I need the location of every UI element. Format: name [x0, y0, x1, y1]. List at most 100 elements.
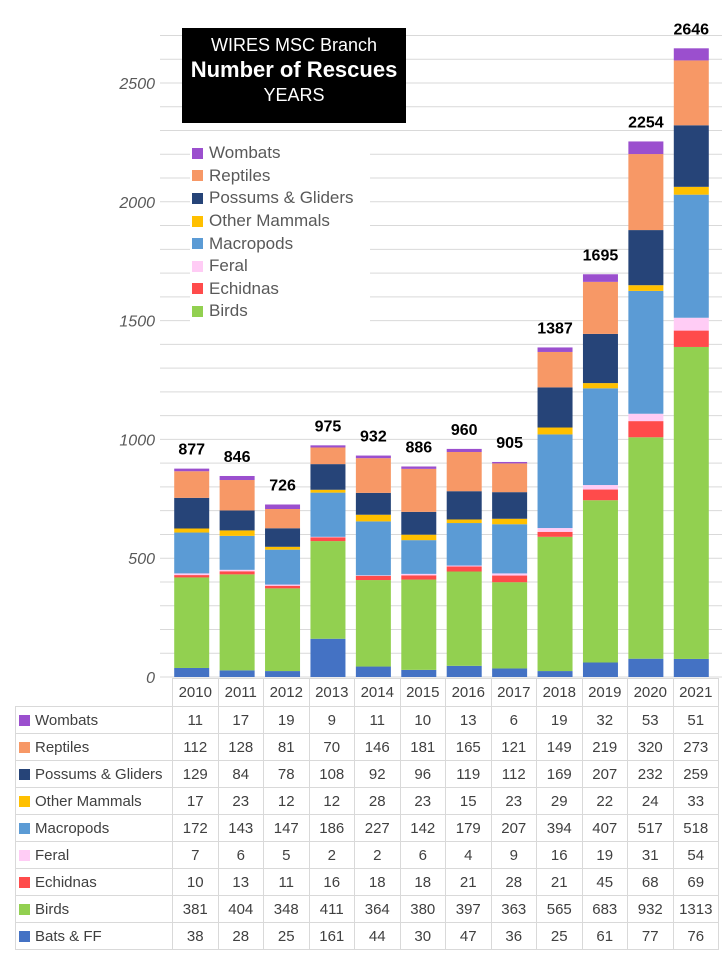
bar-segment-other-mammals-2016: [446, 519, 482, 524]
y-tick-label: 2000: [118, 195, 155, 212]
legend-label: Other Mammals: [209, 211, 330, 231]
legend-swatch: [192, 305, 203, 317]
bars: [174, 48, 709, 677]
bar-segment-wombats-2014: [355, 455, 391, 459]
bar-segment-macropods-2017: [492, 524, 528, 574]
bar-segment-feral-2018: [537, 528, 573, 532]
bar-segment-birds-2011: [219, 574, 255, 671]
bar-segment-possums-gliders-2017: [492, 492, 528, 519]
bar-segment-echidnas-2016: [446, 566, 482, 572]
bar-segment-other-mammals-2018: [537, 427, 573, 435]
bar-segment-reptiles-2017: [492, 463, 528, 493]
bar-segment-reptiles-2020: [628, 154, 664, 231]
x-axis-title: YEARS: [263, 85, 325, 105]
bar-segment-echidnas-2015: [401, 575, 437, 580]
table-cell: 38: [172, 922, 219, 950]
table-cell: 33: [672, 787, 719, 815]
table-cell: 4: [445, 841, 492, 869]
legend-item: Wombats: [192, 142, 370, 165]
bar-segment-possums-gliders-2013: [310, 464, 346, 490]
table-cell: 69: [672, 868, 719, 896]
bar-segment-macropods-2019: [582, 388, 618, 486]
bar-segment-macropods-2015: [401, 540, 437, 574]
legend-label: Macropods: [209, 233, 294, 253]
table-cell: 11: [354, 706, 401, 734]
bar-segment-echidnas-2018: [537, 531, 573, 537]
table-cell: 1313: [672, 895, 719, 923]
table-cell: 404: [217, 895, 264, 923]
bar-segment-birds-2019: [582, 500, 618, 663]
legend-label: Feral: [209, 256, 248, 276]
bar-segment-bats-ff-2021: [673, 658, 709, 677]
legend-label: Echidnas: [209, 278, 279, 298]
table-cell: 165: [445, 733, 492, 761]
table-cell: 36: [490, 922, 537, 950]
table-cell: 397: [445, 895, 492, 923]
row-swatch: [19, 849, 30, 861]
x-tick-label: 2018: [536, 678, 583, 707]
table-cell: 364: [354, 895, 401, 923]
bar-segment-echidnas-2013: [310, 537, 346, 542]
bar-segment-bats-ff-2016: [446, 665, 482, 677]
total-label-2019: 1695: [583, 247, 619, 264]
table-cell: 17: [217, 706, 264, 734]
table-cell: 15: [445, 787, 492, 815]
x-tick-label: 2014: [354, 678, 401, 707]
legend-item: Possums & Gliders: [192, 187, 370, 210]
total-label-2013: 975: [315, 418, 342, 435]
table-cell: 76: [672, 922, 719, 950]
bar-segment-birds-2014: [355, 580, 391, 667]
bar-segment-wombats-2013: [310, 445, 346, 448]
bar-segment-wombats-2015: [401, 466, 437, 469]
bar-segment-macropods-2016: [446, 523, 482, 566]
table-cell: 61: [581, 922, 628, 950]
row-label: Possums & Gliders: [15, 760, 173, 788]
bar-segment-bats-ff-2015: [401, 669, 437, 677]
x-tick-label: 2015: [399, 678, 446, 707]
row-swatch: [19, 876, 30, 888]
bar-segment-bats-ff-2012: [265, 671, 301, 677]
legend-item: Macropods: [192, 232, 370, 255]
table-row: Other Mammals 17 23 12 12 28 23 15 23 29 22 24 33: [15, 787, 719, 815]
bar-segment-reptiles-2019: [582, 281, 618, 334]
table-cell: 2: [308, 841, 355, 869]
table-cell: 30: [399, 922, 446, 950]
legend-label: Wombats: [209, 143, 281, 163]
bar-segment-other-mammals-2010: [174, 528, 210, 533]
bar-segment-other-mammals-2013: [310, 489, 346, 493]
bar-segment-reptiles-2015: [401, 468, 437, 512]
y-tick-label: 500: [128, 551, 155, 568]
table-cell: 207: [581, 760, 628, 788]
y-tick-label: 1500: [119, 314, 155, 331]
table-cell: 112: [172, 733, 219, 761]
chart-subtitle: Number of Rescues: [190, 57, 398, 82]
bar-segment-wombats-2012: [265, 504, 301, 510]
table-cell: 16: [536, 841, 583, 869]
bar-segment-reptiles-2021: [673, 60, 709, 126]
table-cell: 932: [627, 895, 674, 923]
table-cell: 21: [445, 868, 492, 896]
x-tick-label: 2010: [172, 678, 219, 707]
bar-segment-possums-gliders-2016: [446, 491, 482, 520]
bar-segment-echidnas-2019: [582, 489, 618, 501]
legend-swatch: [192, 192, 203, 204]
bar-segment-feral-2016: [446, 565, 482, 567]
data-table: 2010 2011 2012 2013 2014 2015 2016 2017 2018 2019…: [15, 678, 719, 950]
table-cell: 179: [445, 814, 492, 842]
total-label-2017: 905: [496, 435, 523, 452]
bar-segment-wombats-2021: [673, 48, 709, 61]
bar-segment-macropods-2010: [174, 532, 210, 574]
row-label: Birds: [15, 895, 173, 923]
table-cell: 18: [354, 868, 401, 896]
table-cell: 169: [536, 760, 583, 788]
table-cell: 29: [536, 787, 583, 815]
row-swatch: [19, 930, 30, 942]
table-cell: 70: [308, 733, 355, 761]
table-cell: 31: [627, 841, 674, 869]
table-cell: 23: [217, 787, 264, 815]
bar-segment-birds-2017: [492, 582, 528, 669]
row-label: Other Mammals: [15, 787, 173, 815]
bar-segment-birds-2018: [537, 536, 573, 672]
bar-segment-echidnas-2014: [355, 575, 391, 581]
